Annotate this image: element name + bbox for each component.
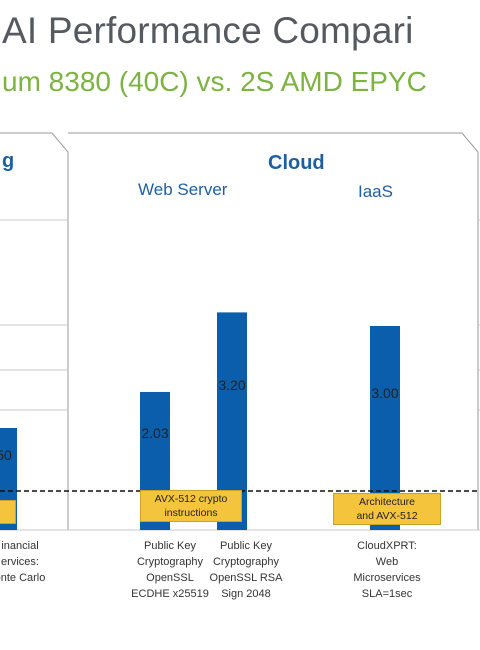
category-label-3: Public Key Cryptography OpenSSL RSA Sign… — [209, 540, 283, 600]
sublabel-iaas: IaaS — [358, 182, 393, 201]
page-subtitle: um 8380 (40C) vs. 2S AMD EPYC — [2, 66, 427, 97]
category-label-1: inancial ervices: onte Carlo — [0, 540, 46, 584]
section-title-left: g — [2, 150, 15, 172]
section-title-cloud: Cloud — [268, 152, 325, 174]
annotation-architecture: Architecture and AVX-512 — [333, 493, 441, 525]
page-title: AI Performance Compari — [2, 10, 414, 51]
data-label-2: 2.03 — [141, 425, 169, 441]
sublabel-web-server: Web Server — [138, 180, 228, 199]
annotation-avx-crypto: AVX-512 crypto instructions — [140, 490, 242, 522]
data-label-4: 3.00 — [371, 385, 399, 401]
section-frame-cloud — [68, 132, 479, 530]
data-label-1: 50 — [0, 447, 12, 463]
category-label-4: CloudXPRT: Web Microservices SLA=1sec — [353, 540, 421, 600]
data-label-3: 3.20 — [218, 377, 246, 393]
category-label-2: Public Key Cryptography OpenSSL ECDHE x2… — [131, 540, 209, 600]
annotation-note-left — [0, 500, 16, 524]
section-frame-left — [0, 132, 69, 530]
